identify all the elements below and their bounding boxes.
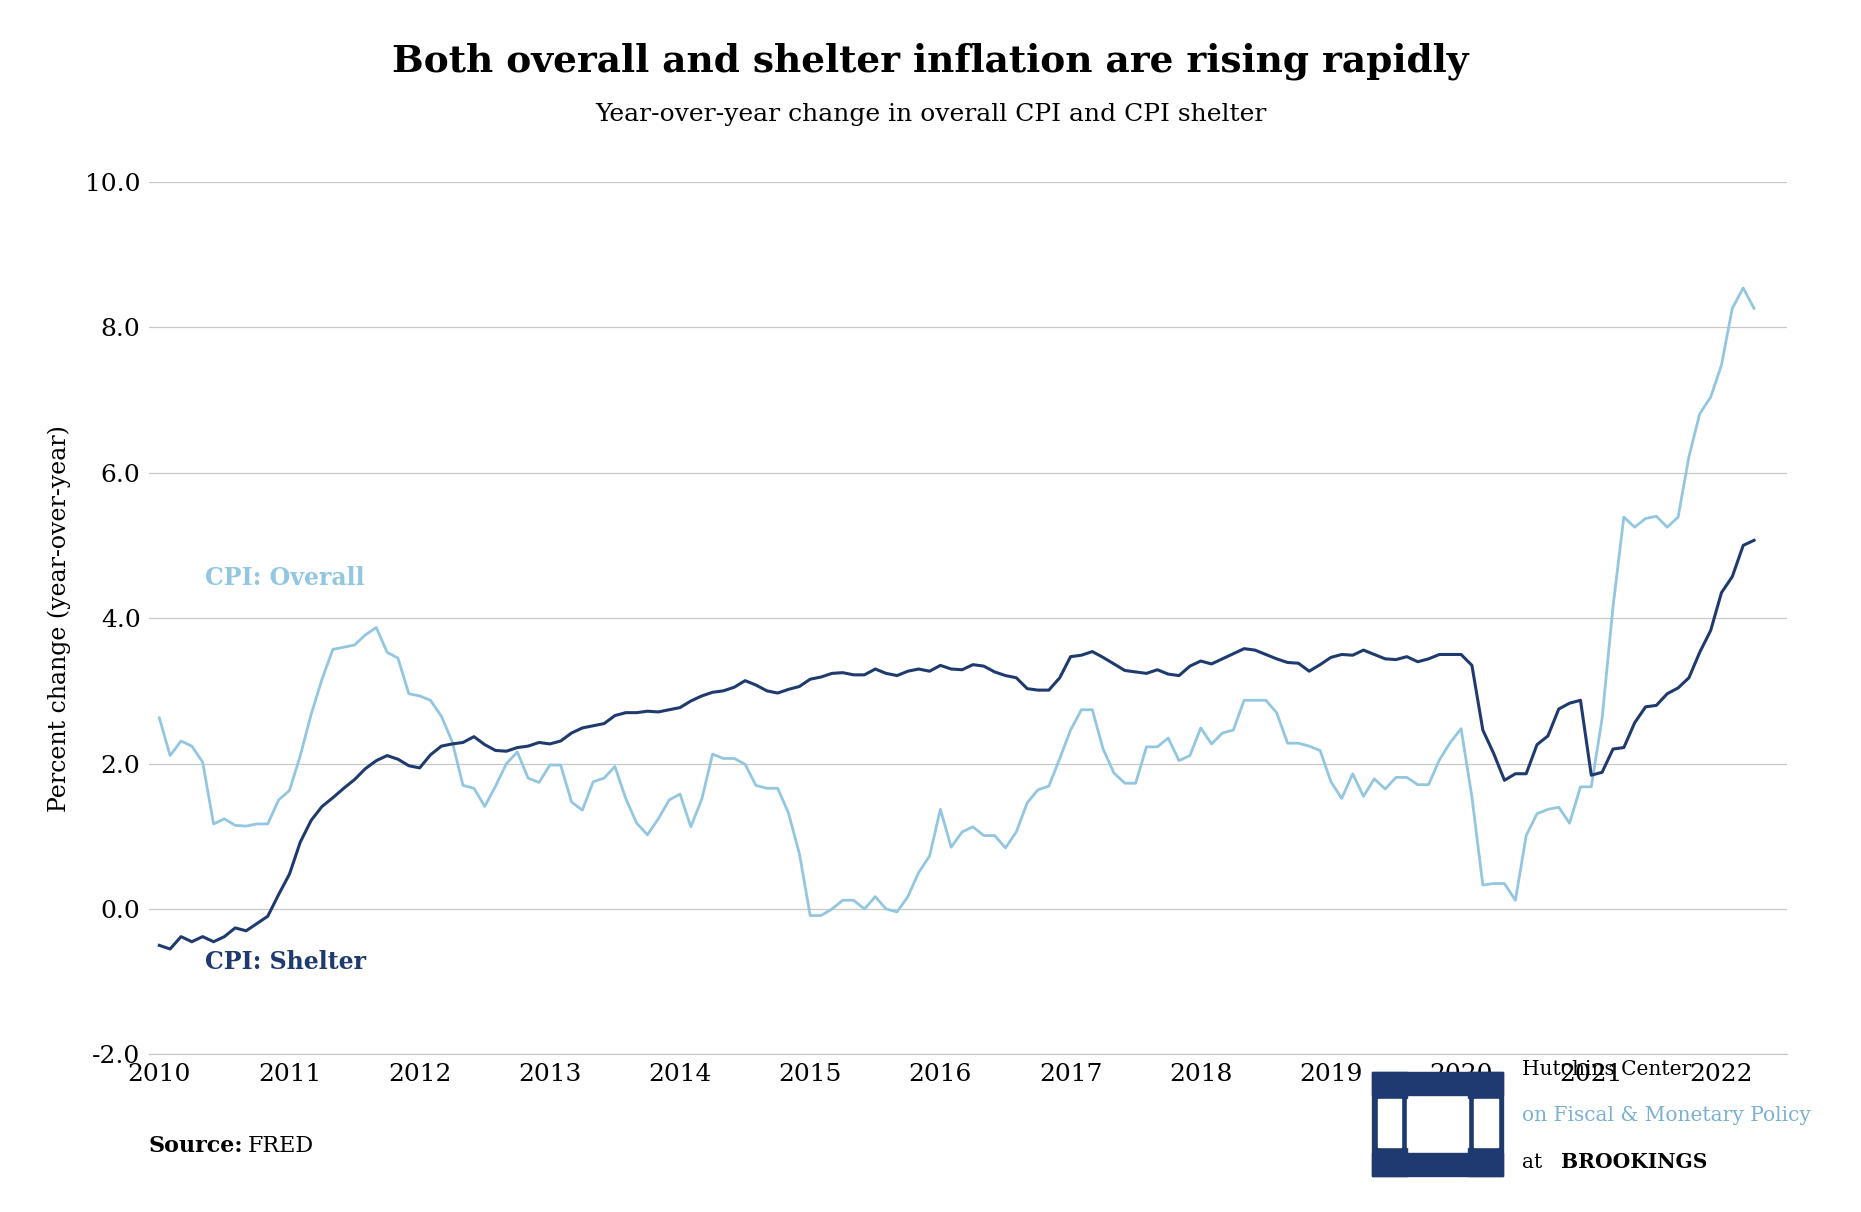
Bar xyxy=(1372,1073,1407,1176)
Bar xyxy=(1468,1073,1504,1176)
Bar xyxy=(1407,1099,1468,1147)
Text: CPI: Shelter: CPI: Shelter xyxy=(205,950,367,973)
Text: on Fiscal & Monetary Policy: on Fiscal & Monetary Policy xyxy=(1522,1105,1811,1125)
Text: Year-over-year change in overall CPI and CPI shelter: Year-over-year change in overall CPI and… xyxy=(596,103,1265,126)
Text: FRED: FRED xyxy=(248,1136,315,1157)
Text: Hutchins Center: Hutchins Center xyxy=(1522,1059,1692,1079)
Y-axis label: Percent change (year-over-year): Percent change (year-over-year) xyxy=(48,424,71,812)
Text: Both overall and shelter inflation are rising rapidly: Both overall and shelter inflation are r… xyxy=(393,42,1468,80)
Text: at: at xyxy=(1522,1153,1548,1172)
Text: CPI: Overall: CPI: Overall xyxy=(205,566,365,590)
Bar xyxy=(1372,1073,1504,1096)
Text: BROOKINGS: BROOKINGS xyxy=(1561,1151,1708,1172)
Bar xyxy=(1474,1099,1498,1147)
Text: Source:: Source: xyxy=(149,1136,244,1157)
Bar xyxy=(1372,1153,1504,1176)
Bar xyxy=(1377,1099,1401,1147)
